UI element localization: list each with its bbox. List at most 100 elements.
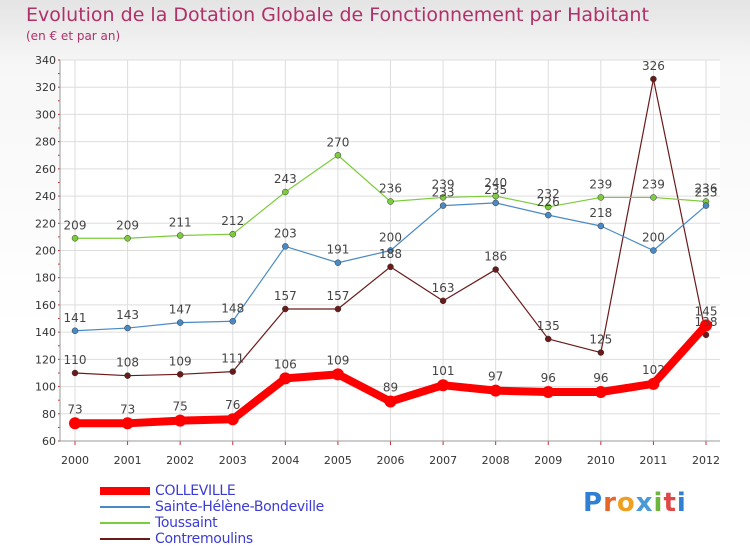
x-tick-label: 2000 [61, 454, 89, 467]
data-label-toussaint: 239 [589, 177, 612, 191]
data-label-layer: 110 108 109 111 157 157 188 163 186 135 125 326 138 2… [64, 59, 718, 416]
data-point-toussaint [650, 194, 657, 201]
data-point-sainte-helene-bondeville [597, 222, 605, 230]
data-label-colleville: 109 [326, 353, 349, 367]
data-point-sainte-helene-bondeville [124, 324, 131, 332]
y-tick-label: 140 [35, 326, 56, 339]
y-tick-label: 100 [35, 381, 56, 394]
data-point-colleville [69, 417, 81, 430]
data-label-toussaint: 270 [326, 135, 349, 149]
data-label-toussaint: 240 [484, 176, 507, 190]
chart-subtitle: (en € et par an) [26, 29, 121, 43]
logo-letter: i [676, 488, 687, 518]
data-label-sainte-helene-bondeville: 235 [484, 183, 507, 197]
data-point-sainte-helene-bondeville [650, 247, 657, 254]
data-label-contremoulins: 110 [64, 353, 87, 367]
axis-layer: 60 80 100 120 140 160 180 200 220 240 260 280 300 320… [35, 54, 720, 467]
y-tick-label: 340 [35, 54, 56, 67]
data-label-contremoulins: 135 [537, 319, 560, 333]
data-label-sainte-helene-bondeville: 218 [589, 206, 612, 220]
series-layer [69, 75, 712, 430]
data-label-colleville: 73 [67, 402, 82, 416]
data-point-sainte-helene-bondeville [71, 327, 79, 335]
data-point-colleville [384, 395, 397, 408]
legend-swatch [100, 538, 150, 540]
data-label-sainte-helene-bondeville: 233 [695, 186, 718, 200]
data-label-contremoulins: 163 [432, 281, 455, 295]
y-tick-label: 160 [35, 299, 56, 312]
data-label-toussaint: 232 [537, 187, 560, 201]
data-label-toussaint: 236 [695, 182, 718, 196]
data-label-toussaint: 211 [169, 216, 192, 230]
data-label-colleville: 106 [274, 357, 297, 371]
data-label-sainte-helene-bondeville: 147 [169, 303, 192, 317]
data-point-colleville [279, 372, 292, 385]
logo-letter: o [616, 488, 636, 518]
data-point-sainte-helene-bondeville [334, 259, 342, 266]
y-tick-label: 200 [35, 245, 56, 258]
data-point-sainte-helene-bondeville [439, 202, 447, 209]
data-point-toussaint [597, 194, 605, 201]
data-point-colleville [174, 414, 187, 427]
data-label-toussaint: 236 [379, 182, 402, 196]
data-point-sainte-helene-bondeville [282, 243, 289, 250]
data-point-contremoulins [176, 371, 184, 378]
data-label-colleville: 96 [593, 371, 608, 385]
data-label-contremoulins: 138 [695, 315, 718, 329]
legend-item-colleville: COLLEVILLE [100, 483, 324, 499]
y-tick-label: 280 [35, 136, 56, 149]
data-label-contremoulins: 157 [274, 289, 297, 303]
data-label-sainte-helene-bondeville: 200 [642, 231, 665, 245]
data-label-contremoulins: 326 [642, 59, 665, 73]
x-tick-label: 2012 [692, 454, 720, 467]
y-tick-label: 120 [35, 353, 56, 366]
data-point-colleville [489, 384, 502, 397]
data-point-sainte-helene-bondeville [176, 319, 184, 326]
data-label-toussaint: 212 [221, 214, 244, 228]
data-label-sainte-helene-bondeville: 203 [274, 226, 297, 240]
data-label-colleville: 97 [488, 370, 503, 384]
data-point-contremoulins [702, 331, 710, 339]
y-tick-label: 80 [42, 408, 56, 421]
data-label-colleville: 102 [642, 363, 665, 377]
legend-item-contremoulins: Contremoulins [100, 531, 324, 547]
data-point-contremoulins [71, 369, 79, 377]
x-tick-label: 2009 [534, 454, 562, 467]
data-label-contremoulins: 157 [326, 289, 349, 303]
x-tick-label: 2006 [377, 454, 405, 467]
data-point-toussaint [387, 198, 394, 205]
data-point-toussaint [439, 194, 447, 201]
legend-item-toussaint: Toussaint [100, 515, 324, 531]
data-label-toussaint: 243 [274, 172, 297, 186]
data-point-colleville [542, 386, 555, 399]
x-tick-label: 2002 [166, 454, 194, 467]
logo-letter: t [663, 488, 677, 518]
data-point-toussaint [492, 192, 499, 200]
data-label-colleville: 96 [541, 371, 556, 385]
data-label-contremoulins: 125 [589, 333, 612, 347]
data-point-contremoulins [124, 372, 131, 379]
x-tick-label: 2010 [587, 454, 615, 467]
data-label-sainte-helene-bondeville: 233 [432, 186, 455, 200]
legend-item-sainte-helene-bondeville: Sainte-Hélène-Bondeville [100, 499, 324, 515]
data-point-sainte-helene-bondeville [492, 199, 499, 207]
data-label-sainte-helene-bondeville: 143 [116, 308, 139, 322]
data-label-colleville: 75 [173, 400, 188, 414]
data-label-toussaint: 239 [642, 177, 665, 191]
data-label-colleville: 101 [432, 364, 455, 378]
data-label-toussaint: 209 [64, 218, 87, 232]
y-tick-label: 240 [35, 190, 56, 203]
logo-letter: x [635, 488, 654, 518]
x-tick-label: 2005 [324, 454, 352, 467]
logo-letter: P [583, 488, 604, 518]
legend-label: Sainte-Hélène-Bondeville [155, 499, 324, 515]
chart-title: Evolution de la Dotation Globale de Fonc… [26, 4, 649, 26]
x-tick-label: 2003 [219, 454, 247, 467]
data-point-toussaint [334, 152, 342, 159]
data-point-colleville [700, 319, 712, 332]
data-point-sainte-helene-bondeville [229, 318, 236, 325]
data-point-contremoulins [545, 335, 552, 343]
data-label-contremoulins: 186 [484, 250, 507, 264]
x-tick-label: 2004 [271, 454, 299, 467]
